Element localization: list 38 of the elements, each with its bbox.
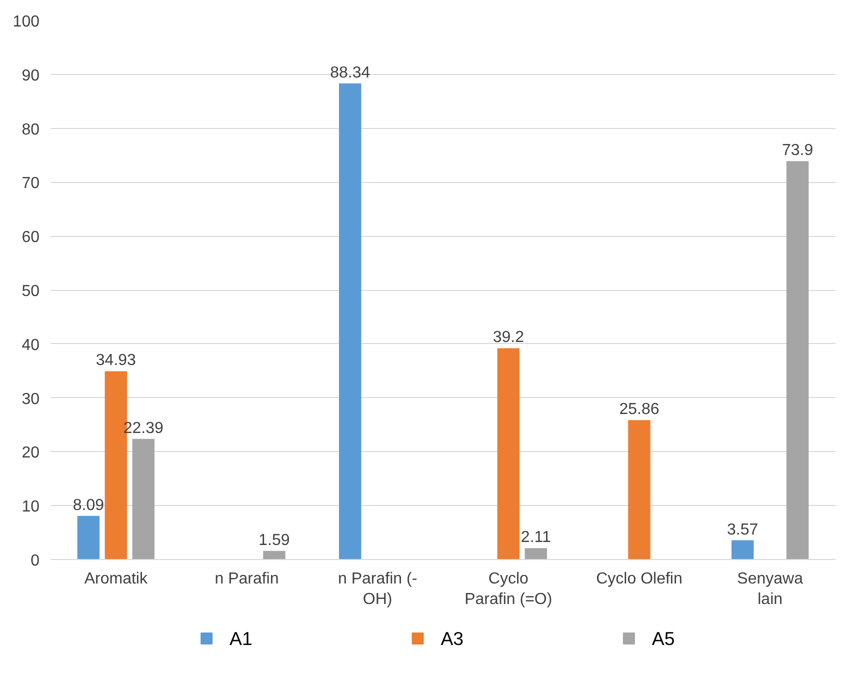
y-tick-label: 50 (22, 283, 40, 300)
data-label: 88.34 (330, 64, 370, 82)
y-tick-label: 70 (22, 175, 40, 192)
data-label: 34.93 (96, 352, 136, 370)
y-tick-label: 90 (22, 67, 40, 84)
y-tick-label: 10 (22, 498, 40, 516)
x-tick-label: Cyclo Olefin (596, 570, 682, 588)
bar (338, 83, 362, 560)
x-tick-label: n Parafin (214, 570, 279, 588)
data-label: 39.2 (492, 329, 524, 346)
x-tick-label: Cyclo Parafin (=O) (464, 570, 552, 608)
data-label: 8.09 (72, 496, 104, 514)
bar (263, 550, 286, 560)
bar (731, 540, 754, 560)
bar (786, 161, 809, 560)
y-tick-label: 30 (22, 390, 40, 408)
y-tick-label: 100 (12, 14, 40, 30)
data-label: 25.86 (619, 401, 660, 418)
y-tick-label: 40 (22, 336, 40, 354)
data-label: 73.9 (782, 142, 814, 160)
bar (77, 516, 100, 560)
bar (628, 420, 650, 560)
legend-label: A1 (230, 628, 252, 649)
data-label: 3.57 (727, 521, 758, 538)
x-tick-label: n Parafin (- OH) (338, 570, 418, 608)
y-tick-label: 60 (22, 229, 40, 246)
y-tick-label: 20 (22, 444, 40, 462)
bar (497, 348, 520, 560)
bar (132, 438, 155, 560)
y-tick-label: 80 (22, 121, 40, 138)
legend-label: A3 (440, 628, 464, 649)
legend-label: A5 (652, 628, 675, 649)
x-tick-label: Senyawa lain (737, 570, 804, 608)
y-tick-label: 0 (30, 552, 40, 570)
data-label: 1.59 (258, 532, 290, 549)
bar (524, 548, 548, 560)
data-label: 2.11 (520, 529, 551, 546)
x-tick-label: Aromatik (84, 570, 148, 588)
